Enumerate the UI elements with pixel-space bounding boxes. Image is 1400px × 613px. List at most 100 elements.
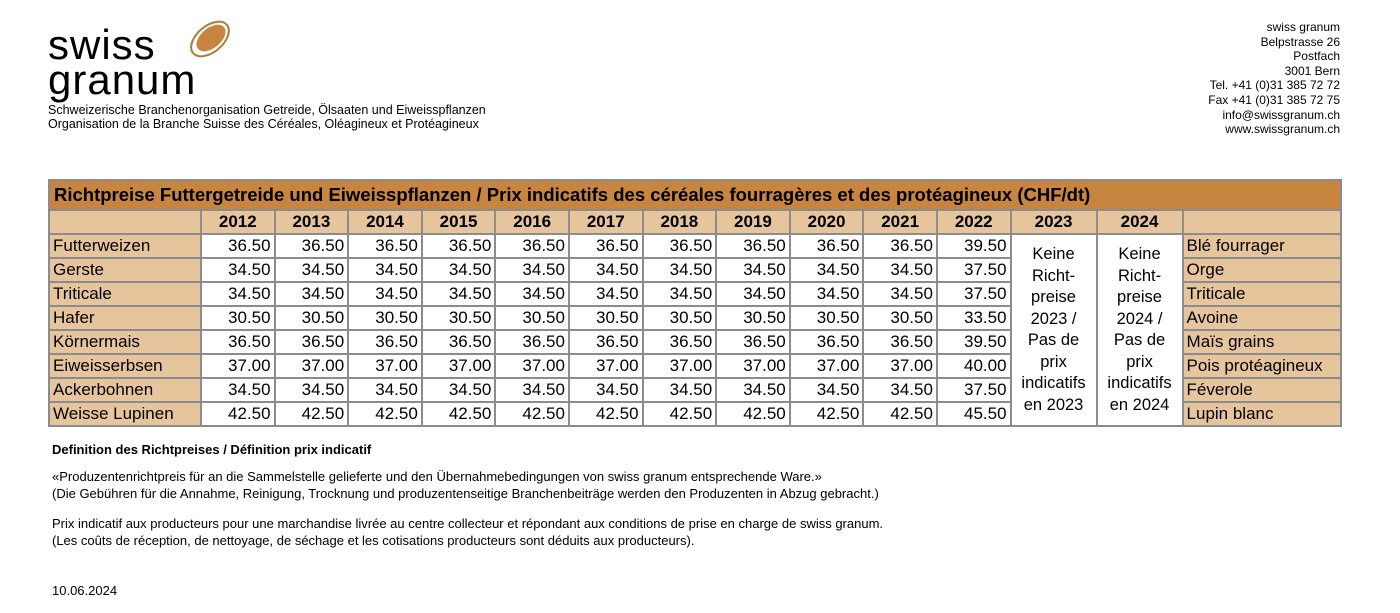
year-header: 2024 (1095, 209, 1184, 235)
note-line: indicatifs (1021, 374, 1086, 392)
price-cell: 30.50 (494, 305, 570, 331)
price-cell: 45.50 (935, 401, 1012, 427)
row-label-de: Gerste (48, 257, 202, 283)
price-cell: 42.50 (788, 401, 865, 427)
row-label-fr: Lupin blanc (1181, 401, 1342, 427)
row-label-de: Eiweisserbsen (48, 353, 202, 379)
price-cell: 34.50 (273, 377, 350, 403)
price-cell: 42.50 (420, 401, 497, 427)
table-row: Eiweisserbsen 37.00 37.00 37.00 37.00 37.00 37… (48, 353, 1342, 379)
grain-icon (190, 20, 230, 58)
price-cell: 36.50 (715, 233, 791, 259)
price-cell: 34.50 (494, 377, 570, 403)
price-cell: 34.50 (641, 377, 718, 403)
swiss-granum-logo: swiss granum (48, 16, 248, 103)
price-cell: 34.50 (200, 281, 276, 307)
tagline-de: Schweizerische Branchenorganisation Getr… (48, 103, 486, 117)
address-line: swiss granum (1266, 20, 1340, 34)
header-blank (1181, 209, 1342, 235)
price-cell: 36.50 (273, 329, 350, 355)
price-cell: 36.50 (273, 233, 350, 259)
price-cell: 37.00 (567, 353, 644, 379)
logo-text-granum: granum (48, 56, 197, 103)
price-table: Richtpreise Futtergetreide und Eiweisspf… (48, 179, 1342, 427)
price-cell: 36.50 (200, 329, 276, 355)
row-label-de: Futterweizen (48, 233, 202, 259)
document-date: 10.06.2024 (52, 583, 118, 598)
year-header: 2019 (715, 209, 791, 235)
table-row: Ackerbohnen 34.50 34.50 34.50 34.50 34.50 34.5… (48, 377, 1342, 403)
price-cell: 42.50 (273, 401, 350, 427)
price-cell: 42.50 (494, 401, 570, 427)
price-cell: 34.50 (200, 377, 276, 403)
definition-fr-2: (Les coûts de réception, de nettoyage, d… (52, 533, 695, 548)
price-cell: 36.50 (420, 329, 497, 355)
price-cell: 42.50 (641, 401, 718, 427)
note-line: prix (1126, 352, 1153, 371)
price-cell: 34.50 (273, 281, 350, 307)
price-cell: 34.50 (862, 377, 938, 403)
price-cell: 33.50 (935, 305, 1012, 331)
price-cell: 30.50 (273, 305, 350, 331)
price-cell: 40.00 (935, 353, 1012, 379)
year-header: 2012 (200, 209, 276, 235)
note-line: en 2023 (1023, 395, 1084, 414)
row-label-de: Weisse Lupinen (48, 401, 202, 427)
year-header: 2016 (494, 209, 570, 235)
year-header: 2023 (1009, 209, 1098, 235)
price-cell: 34.50 (715, 257, 791, 283)
price-cell: 37.00 (494, 353, 570, 379)
note-line: en 2024 (1109, 395, 1170, 414)
price-cell: 36.50 (347, 329, 423, 355)
definition-de-1: «Produzentenrichtpreis für an die Sammel… (52, 469, 822, 484)
price-cell: 34.50 (273, 257, 350, 283)
address-line: www.swissgranum.ch (1225, 122, 1340, 137)
note-line: Pas de (1113, 331, 1166, 349)
price-cell: 39.50 (935, 329, 1012, 355)
price-cell: 36.50 (862, 329, 938, 355)
price-cell: 30.50 (641, 305, 718, 331)
table-row: Weisse Lupinen 42.50 42.50 42.50 42.50 42.50 4… (48, 401, 1342, 427)
note-line: Richt- (1117, 266, 1162, 285)
price-cell: 30.50 (200, 305, 276, 331)
row-label-fr: Orge (1181, 257, 1342, 283)
price-cell: 39.50 (935, 233, 1012, 259)
no-prices-2024: Keine Richt-preise 2024 / Pas de prix indicat… (1095, 233, 1184, 427)
price-cell: 34.50 (494, 281, 570, 307)
price-cell: 37.50 (935, 281, 1012, 307)
price-cell: 37.00 (715, 353, 791, 379)
price-cell: 30.50 (347, 305, 423, 331)
price-cell: 36.50 (420, 233, 497, 259)
price-cell: 37.00 (862, 353, 938, 379)
price-cell: 30.50 (862, 305, 938, 331)
price-cell: 42.50 (862, 401, 938, 427)
price-cell: 36.50 (567, 233, 644, 259)
note-line: Keine (1032, 245, 1075, 263)
price-cell: 37.50 (935, 257, 1012, 283)
price-cell: 37.00 (273, 353, 350, 379)
price-cell: 36.50 (347, 233, 423, 259)
price-cell: 30.50 (788, 305, 865, 331)
year-header-row: 2012 2013 2014 2015 2016 2017 2018 2019 2020 2021… (48, 209, 1342, 235)
address-line: Postfach (1293, 49, 1340, 64)
address-line: 3001 Bern (1284, 63, 1340, 78)
price-cell: 34.50 (494, 257, 570, 283)
price-cell: 36.50 (788, 233, 865, 259)
price-cell: 34.50 (788, 257, 865, 283)
price-cell: 34.50 (715, 377, 791, 403)
price-cell: 36.50 (494, 233, 570, 259)
price-cell: 37.00 (788, 353, 865, 379)
taglines: Schweizerische Branchenorganisation Getr… (48, 103, 486, 131)
price-cell: 42.50 (347, 401, 423, 427)
price-cell: 34.50 (200, 257, 276, 283)
price-cell: 34.50 (641, 281, 718, 307)
price-cell: 37.00 (200, 353, 276, 379)
logo-text-swiss: swiss (48, 21, 156, 68)
price-cell: 36.50 (862, 233, 938, 259)
year-header: 2014 (347, 209, 423, 235)
price-cell: 30.50 (420, 305, 497, 331)
note-line: indicatifs (1107, 374, 1172, 392)
row-label-fr: Maïs grains (1181, 329, 1342, 355)
table-row: Futterweizen 36.50 36.50 36.50 36.50 36.50 36.… (48, 233, 1342, 427)
price-cell: 34.50 (788, 281, 865, 307)
